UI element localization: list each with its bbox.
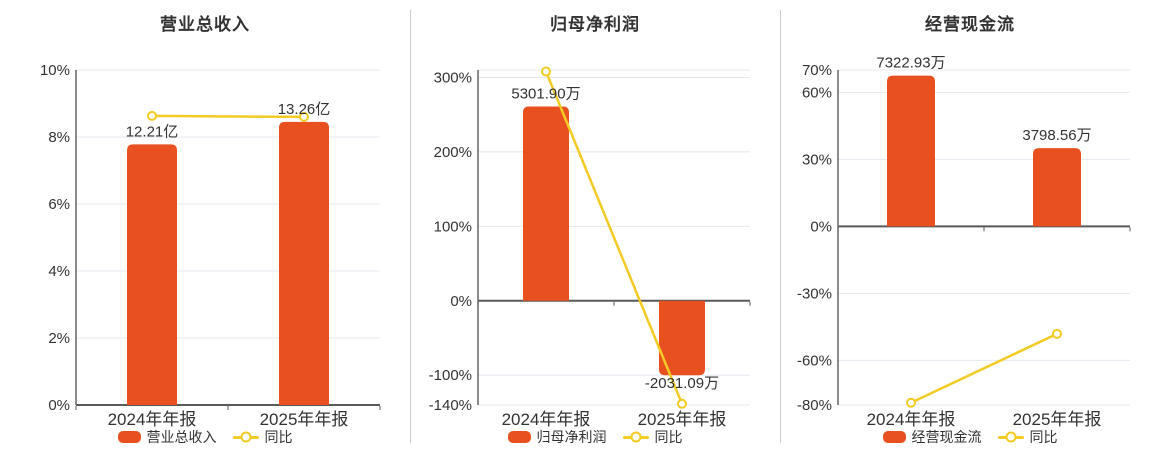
bar-swatch-icon bbox=[882, 431, 906, 443]
legend-label: 同比 bbox=[1029, 429, 1058, 445]
y-tick-label: 60% bbox=[802, 84, 832, 101]
chart-title: 经营现金流 bbox=[925, 15, 1015, 34]
y-tick-label: 100% bbox=[434, 218, 472, 235]
yoy-line bbox=[910, 332, 1058, 404]
bar-2025 bbox=[279, 121, 329, 406]
line-marker-icon bbox=[622, 431, 649, 443]
y-tick-label: 30% bbox=[802, 151, 832, 168]
legend-label: 经营现金流 bbox=[911, 429, 982, 445]
bar-value-label: 13.26亿 bbox=[278, 101, 331, 118]
x-category-label: 2024年年报 bbox=[502, 410, 591, 429]
chart-operating-cash-flow: 经营现金流 70% 60% 30% 0% -30% -60% -80% 7322.93万 379… bbox=[780, 0, 1160, 450]
x-category-label: 2025年年报 bbox=[638, 410, 727, 429]
legend-item-revenue-bar[interactable]: 营业总收入 bbox=[117, 427, 217, 447]
line-marker-icon bbox=[232, 431, 259, 443]
y-tick-label: 4% bbox=[48, 263, 70, 280]
bar-2024 bbox=[887, 75, 935, 227]
legend-item-cash-flow-bar[interactable]: 经营现金流 bbox=[882, 427, 982, 447]
x-category-label: 2025年年报 bbox=[1013, 410, 1102, 429]
y-tick-label: 70% bbox=[802, 62, 832, 79]
chart-divider bbox=[780, 10, 781, 443]
yoy-point-2025 bbox=[1052, 328, 1062, 339]
bar-2025 bbox=[1033, 148, 1081, 227]
bar-value-label: 12.21亿 bbox=[126, 123, 179, 140]
legend: 归母净利润 同比 bbox=[410, 428, 780, 446]
legend-item-net-profit-bar[interactable]: 归母净利润 bbox=[507, 427, 607, 447]
chart-title: 营业总收入 bbox=[160, 15, 250, 34]
legend-label: 归母净利润 bbox=[536, 429, 607, 445]
bar-value-label: 5301.90万 bbox=[511, 85, 580, 102]
y-tick-label: -30% bbox=[797, 285, 832, 302]
yoy-point-2025 bbox=[299, 111, 309, 122]
bar-2024 bbox=[523, 106, 569, 301]
y-tick-label: -60% bbox=[797, 352, 832, 369]
yoy-point-2025 bbox=[677, 398, 687, 409]
net-profit-plot: 300% 200% 100% 0% -100% -140% 5301.90万 -2031.09… bbox=[429, 66, 751, 429]
chart-title: 归母净利润 bbox=[550, 15, 640, 34]
legend-item-yoy-line[interactable]: 同比 bbox=[997, 427, 1058, 447]
legend-label: 同比 bbox=[654, 429, 683, 445]
bar-2025 bbox=[659, 300, 705, 376]
bar-2024 bbox=[127, 144, 177, 405]
x-category-label: 2025年年报 bbox=[260, 410, 349, 429]
y-tick-label: -80% bbox=[797, 397, 832, 414]
line-marker-icon bbox=[997, 431, 1024, 443]
y-tick-label: 0% bbox=[810, 218, 832, 235]
chart-net-profit: 归母净利润 300% 200% 100% 0% -100% -140% 5301.90万 -2… bbox=[410, 0, 780, 450]
revenue-plot: 0% 2% 4% 6% 8% 10% 12.21亿 13.26亿 2024年年报 2025年年报 bbox=[40, 62, 381, 429]
y-tick-label: 300% bbox=[434, 69, 472, 86]
yoy-point-2024 bbox=[906, 397, 916, 408]
bar-value-label: 3798.56万 bbox=[1022, 127, 1091, 144]
x-category-label: 2024年年报 bbox=[867, 410, 956, 429]
y-tick-label: 0% bbox=[450, 293, 472, 310]
yoy-point-2024 bbox=[147, 110, 157, 121]
y-tick-label: 200% bbox=[434, 144, 472, 161]
y-tick-label: 0% bbox=[48, 397, 70, 414]
x-category-label: 2024年年报 bbox=[108, 410, 197, 429]
legend-label: 同比 bbox=[264, 429, 293, 445]
legend-item-yoy-line[interactable]: 同比 bbox=[622, 427, 683, 447]
yoy-point-2024 bbox=[541, 66, 551, 77]
yoy-line bbox=[544, 71, 684, 405]
legend-label: 营业总收入 bbox=[146, 429, 217, 445]
y-tick-label: 2% bbox=[48, 330, 70, 347]
chart-divider bbox=[410, 10, 411, 443]
bar-swatch-icon bbox=[117, 431, 141, 443]
y-tick-label: -100% bbox=[429, 367, 472, 384]
legend: 经营现金流 同比 bbox=[780, 428, 1160, 446]
legend-item-yoy-line[interactable]: 同比 bbox=[232, 427, 293, 447]
y-tick-label: 8% bbox=[48, 129, 70, 146]
bar-swatch-icon bbox=[507, 431, 531, 443]
bar-value-label: -2031.09万 bbox=[645, 375, 719, 392]
yoy-line bbox=[151, 114, 305, 119]
legend: 营业总收入 同比 bbox=[0, 428, 410, 446]
y-tick-label: -140% bbox=[429, 397, 472, 414]
y-tick-label: 10% bbox=[40, 62, 70, 79]
cash-flow-plot: 70% 60% 30% 0% -30% -60% -80% 7322.93万 3798.56万 2… bbox=[797, 55, 1131, 429]
y-tick-label: 6% bbox=[48, 196, 70, 213]
bar-value-label: 7322.93万 bbox=[876, 55, 945, 72]
chart-revenue: 营业总收入 0% 2% 4% 6% 8% 10% 12.21亿 13.26亿 2024年年报 20… bbox=[0, 0, 410, 450]
